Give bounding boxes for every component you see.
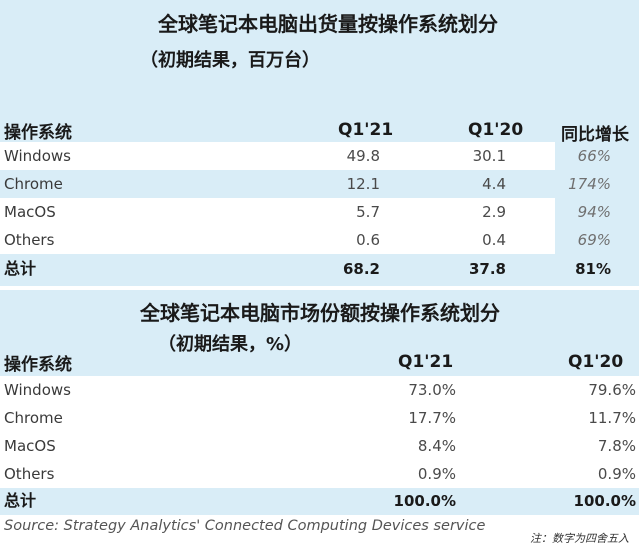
rounding-note: 注：数字为四舍五入: [530, 532, 629, 545]
shipments-table: 全球笔记本电脑出货量按操作系统划分 （初期结果，百万台） 操作系统 Q1'21 …: [0, 0, 639, 286]
header-growth: 同比增长: [561, 125, 629, 145]
q121-value: 0.6: [356, 231, 380, 249]
row-label: Others: [4, 231, 55, 249]
table-row: MacOS 5.7 2.9: [0, 198, 555, 226]
growth-value: 94%: [577, 203, 611, 221]
table-row: Windows 73.0% 79.6%: [0, 376, 639, 404]
row-label: MacOS: [4, 437, 56, 455]
q120-value: 11.7%: [588, 409, 636, 427]
table-row: Others 0.9% 0.9%: [0, 460, 639, 488]
table-row: Others 0.6 0.4: [0, 226, 555, 254]
q120-value: 7.8%: [597, 437, 636, 455]
q121-value: 12.1: [346, 175, 380, 193]
table-title: 全球笔记本电脑出货量按操作系统划分: [158, 12, 498, 36]
q121-value: 5.7: [356, 203, 380, 221]
q120-value: 4.4: [482, 175, 506, 193]
table-row: Chrome 12.1 4.4: [0, 170, 555, 198]
total-q120: 37.8: [468, 260, 506, 278]
growth-value: 66%: [577, 147, 611, 165]
q121-value: 8.4%: [417, 437, 456, 455]
row-label: Chrome: [4, 409, 63, 427]
table-subtitle: （初期结果，百万台）: [140, 50, 320, 71]
row-label: Others: [4, 465, 55, 483]
total-label: 总计: [4, 259, 37, 278]
header-q120: Q1'20: [468, 120, 524, 140]
header-q121: Q1'21: [338, 120, 394, 140]
total-q121: 68.2: [342, 260, 380, 278]
table-title: 全球笔记本电脑市场份额按操作系统划分: [140, 301, 500, 325]
table-row: Chrome 17.7% 11.7%: [0, 404, 639, 432]
growth-value: 174%: [568, 175, 611, 193]
source-note: Source: Strategy Analytics' Connected Co…: [4, 518, 486, 534]
q120-value: 0.9%: [597, 465, 636, 483]
total-q121: 100.0%: [393, 492, 456, 510]
header-os: 操作系统: [4, 123, 72, 143]
row-label: Windows: [4, 147, 71, 165]
market-share-table: 全球笔记本电脑市场份额按操作系统划分 （初期结果，%） 操作系统 Q1'21 Q…: [0, 290, 639, 515]
total-label: 总计: [4, 491, 37, 510]
q121-value: 49.8: [346, 147, 380, 165]
total-row: 总计 100.0% 100.0%: [0, 487, 639, 515]
table-row: MacOS 8.4% 7.8%: [0, 432, 639, 460]
q121-value: 0.9%: [417, 465, 456, 483]
total-row: 总计 68.2 37.8 81%: [0, 255, 639, 283]
table-subtitle: （初期结果，%）: [158, 334, 303, 355]
header-q120: Q1'20: [568, 352, 624, 372]
q120-value: 2.9: [482, 203, 506, 221]
q120-value: 79.6%: [588, 381, 636, 399]
row-label: MacOS: [4, 203, 56, 221]
header-q121: Q1'21: [398, 352, 454, 372]
row-label: Windows: [4, 381, 71, 399]
q120-value: 0.4: [482, 231, 506, 249]
total-q120: 100.0%: [573, 492, 636, 510]
growth-value: 69%: [577, 231, 611, 249]
row-label: Chrome: [4, 175, 63, 193]
header-os: 操作系统: [4, 355, 72, 375]
q121-value: 73.0%: [408, 381, 456, 399]
q120-value: 30.1: [472, 147, 506, 165]
table-row: Windows 49.8 30.1: [0, 142, 555, 170]
total-growth: 81%: [575, 260, 611, 278]
q121-value: 17.7%: [408, 409, 456, 427]
